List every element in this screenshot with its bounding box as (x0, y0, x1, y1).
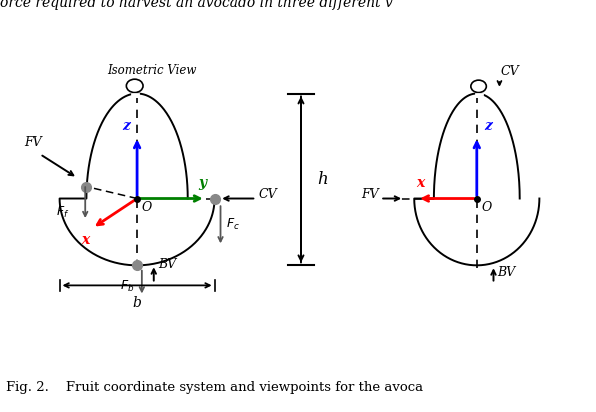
Text: FV: FV (361, 188, 378, 201)
Text: $\mathit{F}_c$: $\mathit{F}_c$ (226, 217, 240, 232)
Text: y: y (198, 176, 207, 190)
Text: h: h (318, 171, 328, 188)
Text: O: O (141, 201, 151, 214)
Text: z: z (122, 119, 130, 133)
Text: O: O (482, 201, 492, 214)
Text: x: x (81, 233, 89, 247)
Text: BV: BV (498, 266, 516, 279)
Text: $\mathit{F}_b$: $\mathit{F}_b$ (120, 279, 134, 294)
Text: b: b (133, 296, 141, 310)
Text: orce required to harvest an avocado in three different v: orce required to harvest an avocado in t… (0, 0, 393, 10)
Text: CV: CV (258, 188, 277, 201)
Text: Isometric View: Isometric View (107, 64, 197, 77)
Text: x: x (416, 176, 424, 190)
Text: $\mathit{F}_f$: $\mathit{F}_f$ (57, 205, 70, 220)
Text: BV: BV (158, 258, 176, 271)
Text: FV: FV (24, 136, 42, 149)
Text: Fig. 2.    Fruit coordinate system and viewpoints for the avoca: Fig. 2. Fruit coordinate system and view… (6, 381, 423, 394)
Text: CV: CV (500, 65, 519, 78)
Text: z: z (484, 119, 492, 133)
